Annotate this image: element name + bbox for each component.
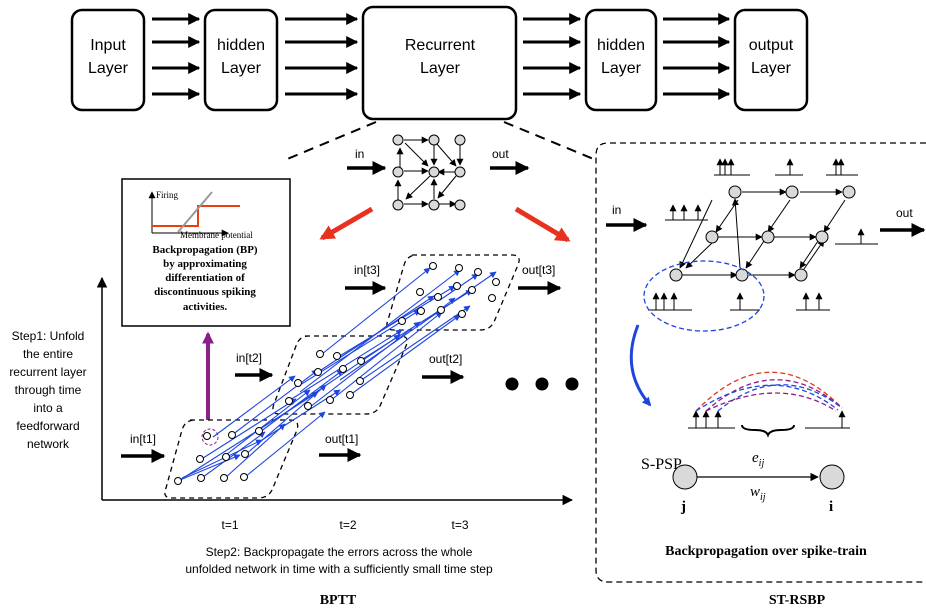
inset-step-function bbox=[152, 205, 240, 227]
strsbp-caption: Backpropagation over spike-train bbox=[665, 544, 867, 559]
step1-line-5: into a bbox=[33, 401, 63, 415]
output-layer-label: output bbox=[749, 37, 794, 54]
step1-line-4: through time bbox=[15, 383, 82, 397]
node-j-label: j bbox=[680, 499, 686, 515]
highlight-neuron bbox=[201, 428, 219, 446]
red-arrow-left bbox=[319, 206, 374, 241]
input-layer-box bbox=[70, 8, 146, 112]
strsbp-panel: in out bbox=[595, 142, 926, 608]
spsp-spike-trains bbox=[688, 410, 850, 429]
recurrent-layer-box bbox=[361, 5, 518, 121]
input-layer-label2: Layer bbox=[88, 60, 129, 77]
strsbp-links bbox=[679, 188, 846, 279]
step1-line-6: feedforward bbox=[16, 419, 79, 433]
inset-surrogate-gradient bbox=[177, 191, 213, 233]
strsbp-border bbox=[595, 142, 926, 583]
node-i-label: i bbox=[829, 499, 833, 515]
out-t2-label: out[t2] bbox=[429, 352, 462, 366]
strsbp-title: ST-RSBP bbox=[769, 593, 826, 608]
hidden-layer-1-label: hidden bbox=[217, 37, 265, 54]
out-t1-label: out[t1] bbox=[325, 432, 358, 446]
inset-caption-3: differentiation of bbox=[165, 272, 245, 284]
detail-out-label: out bbox=[492, 147, 509, 161]
in-t2-label: in[t2] bbox=[236, 351, 262, 365]
inset-caption-1: Backpropagation (BP) bbox=[152, 244, 258, 256]
inset-box bbox=[121, 178, 291, 327]
step2-line-2: unfolded network in time with a sufficie… bbox=[185, 562, 493, 576]
recurrent-layer-label2: Layer bbox=[420, 60, 461, 77]
out-t3-label: out[t3] bbox=[522, 263, 555, 277]
tick-t3: t=3 bbox=[451, 518, 468, 532]
red-arrows bbox=[319, 206, 571, 243]
zoom-lines bbox=[284, 121, 597, 161]
hidden-layer-1-box bbox=[203, 8, 279, 112]
inset-x-label: Membrane potential bbox=[180, 230, 253, 240]
spsp-label: S-PSP bbox=[641, 456, 682, 473]
recurrent-layer-label: Recurrent bbox=[405, 37, 476, 54]
inset-y-label: Firing bbox=[156, 190, 179, 200]
tick-t1: t=1 bbox=[221, 518, 238, 532]
spsp-brace bbox=[741, 424, 795, 438]
step1-line-7: network bbox=[27, 437, 70, 451]
step1-line-2: the entire bbox=[23, 347, 73, 361]
step1-text: Step1: Unfold the entire recurrent layer… bbox=[9, 329, 86, 451]
in-t3-label: in[t3] bbox=[354, 263, 380, 277]
hidden-layer-2-label: hidden bbox=[597, 37, 645, 54]
bptt-neurons bbox=[174, 262, 500, 485]
detail-in-label: in bbox=[355, 147, 364, 161]
step2-line-1: Step2: Backpropagate the errors across t… bbox=[206, 545, 473, 559]
step1-line-1: Step1: Unfold bbox=[12, 329, 85, 343]
step1-line-3: recurrent layer bbox=[9, 365, 86, 379]
pipeline: Input Layer hidden Layer Recurrent Layer… bbox=[70, 5, 809, 121]
recurrent-detail: in out bbox=[347, 134, 530, 211]
edge-label-w: wij bbox=[750, 484, 766, 503]
detail-neurons bbox=[392, 134, 466, 211]
neuron-j bbox=[672, 464, 698, 490]
time-ticks: t=1 t=2 t=3 bbox=[221, 518, 468, 532]
detail-links bbox=[394, 136, 464, 208]
neuron-i bbox=[819, 464, 845, 490]
spsp-arcs bbox=[695, 371, 843, 412]
pipeline-arrows bbox=[152, 13, 731, 100]
bptt-io-labels: in[t1] in[t2] in[t3] out[t1] out[t2] out… bbox=[130, 263, 555, 446]
strsbp-out-label: out bbox=[896, 206, 913, 220]
time-slice-3 bbox=[386, 254, 520, 331]
output-layer-box bbox=[733, 8, 809, 112]
input-layer-label: Input bbox=[90, 37, 126, 54]
more-dots bbox=[505, 377, 579, 391]
hidden-layer-2-label2: Layer bbox=[601, 60, 642, 77]
inset-caption-4: discontinuous spiking bbox=[154, 286, 256, 298]
hidden-layer-1-label2: Layer bbox=[221, 60, 262, 77]
bptt-title: BPTT bbox=[320, 593, 357, 608]
inset-caption-2: by approximating bbox=[163, 258, 247, 270]
bptt-panel: Step1: Unfold the entire recurrent layer… bbox=[9, 254, 579, 608]
hidden-layer-2-box bbox=[584, 8, 658, 112]
inset-caption-5: activities. bbox=[183, 301, 228, 313]
time-slice-1 bbox=[164, 419, 299, 499]
tick-t2: t=2 bbox=[339, 518, 356, 532]
output-layer-label2: Layer bbox=[751, 60, 792, 77]
strsbp-neurons bbox=[669, 185, 856, 282]
edge-label-e: eij bbox=[752, 450, 764, 469]
strsbp-in-label: in bbox=[612, 203, 621, 217]
in-t1-label: in[t1] bbox=[130, 432, 156, 446]
spike-trains bbox=[648, 158, 878, 311]
red-arrow-right bbox=[514, 206, 571, 243]
selection-ellipse bbox=[643, 260, 765, 332]
zoom-blue-arrow bbox=[629, 324, 652, 407]
bptt-io-arrows bbox=[121, 281, 562, 463]
bp-inset: Firing Membrane potential Backpropagatio… bbox=[121, 178, 291, 327]
